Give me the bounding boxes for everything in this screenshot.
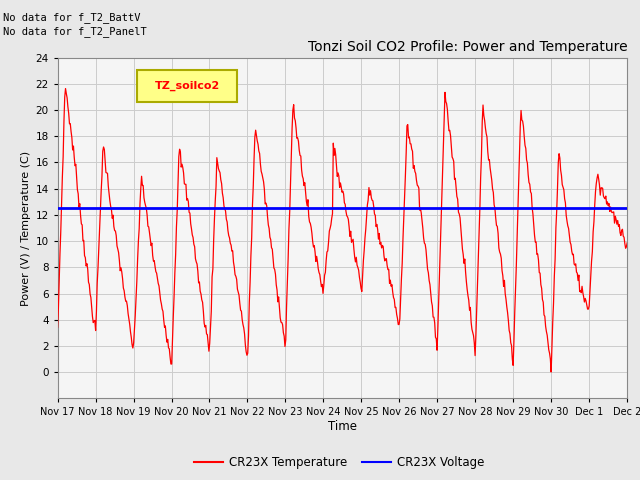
Y-axis label: Power (V) / Temperature (C): Power (V) / Temperature (C) (21, 150, 31, 306)
Text: No data for f_T2_BattV: No data for f_T2_BattV (3, 12, 141, 23)
Legend: CR23X Temperature, CR23X Voltage: CR23X Temperature, CR23X Voltage (189, 452, 489, 474)
Text: Tonzi Soil CO2 Profile: Power and Temperature: Tonzi Soil CO2 Profile: Power and Temper… (308, 40, 627, 54)
X-axis label: Time: Time (328, 420, 357, 433)
Text: TZ_soilco2: TZ_soilco2 (154, 81, 220, 91)
FancyBboxPatch shape (138, 70, 237, 102)
Text: No data for f_T2_PanelT: No data for f_T2_PanelT (3, 26, 147, 37)
